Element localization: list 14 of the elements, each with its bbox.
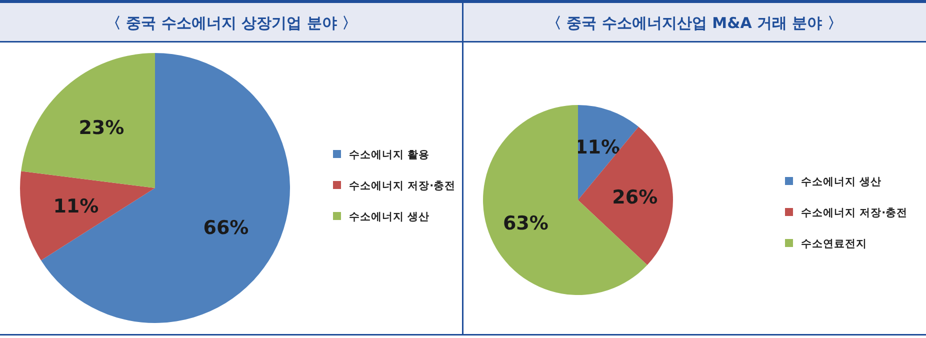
data-label: 11% [574, 136, 620, 158]
legend-label: 수소에너지 생산 [349, 211, 430, 223]
legend-label: 수소에너지 저장·충전 [349, 180, 456, 192]
legend-label: 수소연료전지 [801, 238, 867, 250]
data-label: 26% [612, 186, 658, 208]
chart-title: 〈 중국 수소에너지 상장기업 분야 〉 [106, 14, 358, 32]
legend-label: 수소에너지 생산 [801, 176, 882, 188]
chart-title: 〈 중국 수소에너지산업 M&A 거래 분야 〉 [546, 14, 842, 32]
data-label: 11% [53, 196, 99, 218]
data-label: 66% [203, 217, 249, 240]
data-label: 63% [502, 212, 548, 235]
legend-label: 수소에너지 활용 [349, 149, 430, 161]
legend-label: 수소에너지 저장·충전 [801, 207, 908, 219]
data-label: 23% [78, 117, 124, 140]
